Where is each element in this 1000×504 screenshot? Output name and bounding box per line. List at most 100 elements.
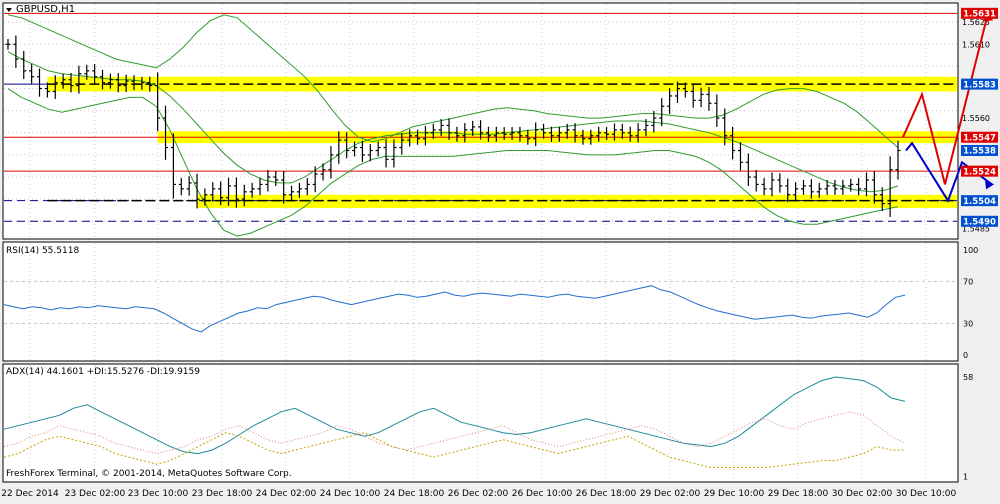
ohlc-bar (690, 84, 696, 108)
ohlc-bar (375, 141, 381, 157)
adx-title: ADX(14) 44.1601 +DI:15.5276 -DI:19.9159 (6, 367, 200, 377)
ohlc-bar (730, 126, 736, 160)
x-tick-label: 23 Dec 02:00 (65, 489, 126, 499)
ohlc-bar (92, 64, 98, 84)
ohlc-bar (714, 94, 720, 127)
x-tick-label: 24 Dec 10:00 (320, 489, 381, 499)
x-tick-label: 29 Dec 02:00 (640, 489, 701, 499)
rsi-panel (2, 241, 959, 362)
ohlc-bar (139, 76, 145, 90)
ohlc-bar (501, 127, 507, 140)
price-tag (961, 7, 998, 19)
x-tick-label: 30 Dec 10:00 (896, 489, 957, 499)
y-tick-label: 1.5625 (962, 18, 990, 27)
ohlc-bar (572, 123, 578, 143)
ohlc-bar (533, 122, 539, 147)
x-tick-label: 24 Dec 02:00 (256, 489, 317, 499)
ohlc-bar (462, 123, 468, 143)
ohlc-bar (840, 179, 846, 195)
ohlc-bar (194, 173, 200, 209)
ohlc-bar (415, 129, 421, 145)
ohlc-bar (580, 129, 586, 145)
ohlc-bar (525, 129, 531, 145)
ohlc-bar (265, 169, 271, 192)
price-tag-label: 1.5631 (963, 10, 996, 20)
x-tick-label: 23 Dec 18:00 (192, 489, 253, 499)
ohlc-bar (233, 177, 239, 208)
ohlc-bar (619, 123, 625, 139)
di-minus-line (3, 411, 906, 455)
adx-tick-label: 58 (963, 373, 973, 382)
ohlc-bar (611, 123, 617, 141)
ohlc-bar (60, 73, 66, 89)
ohlc-bar (478, 120, 484, 140)
ohlc-bar (509, 127, 515, 140)
ohlc-bar (517, 126, 523, 142)
rsi-title: RSI(14) 55.5118 (6, 246, 80, 256)
x-tick-label: 23 Dec 10:00 (128, 489, 189, 499)
x-tick-label: 26 Dec 18:00 (576, 489, 637, 499)
ohlc-bar (635, 123, 641, 143)
ohlc-bar (856, 178, 862, 196)
ohlc-bar (422, 126, 428, 146)
ohlc-bar (706, 87, 712, 111)
ohlc-bar (218, 181, 224, 206)
adx-line (3, 376, 906, 455)
ohlc-bar (241, 184, 247, 207)
price-tag (961, 145, 998, 156)
ohlc-bar (52, 75, 58, 99)
ohlc-bar (446, 118, 452, 140)
x-tick-label: 26 Dec 02:00 (448, 489, 509, 499)
ohlc-bar (249, 182, 255, 198)
ohlc-bar (793, 182, 799, 202)
ohlc-bar (289, 185, 295, 201)
ohlc-bar (871, 171, 877, 204)
ohlc-bar (5, 38, 11, 50)
ohlc-bar (29, 64, 35, 84)
ohlc-bar (100, 70, 106, 90)
ohlc-bar (454, 126, 460, 142)
ohlc-bar (407, 129, 413, 147)
ohlc-bar (753, 169, 759, 192)
price-tag-label: 1.5504 (963, 197, 996, 207)
ohlc-bar (438, 119, 444, 137)
ohlc-bar (800, 179, 806, 195)
price-tag-label: 1.5538 (963, 147, 996, 157)
ohlc-bar (769, 172, 775, 197)
ohlc-bar (564, 123, 570, 139)
ohlc-bar (44, 82, 50, 98)
ohlc-bar (359, 140, 365, 163)
ohlc-bar (667, 88, 673, 115)
ohlc-bar (848, 178, 854, 192)
ohlc-bar (312, 166, 318, 193)
rsi-tick-label: 100 (963, 246, 978, 255)
ohlc-bar (399, 133, 405, 155)
price-tag-label: 1.5583 (963, 80, 996, 90)
ohlc-bar (37, 68, 43, 97)
ohlc-bar (651, 110, 657, 133)
price-tag (961, 78, 998, 90)
ohlc-bar (832, 179, 838, 195)
ohlc-bar (68, 72, 74, 93)
x-tick-label: 24 Dec 18:00 (384, 489, 445, 499)
ohlc-bar (123, 74, 129, 92)
ohlc-bar (761, 178, 767, 196)
ohlc-bar (722, 108, 728, 146)
ohlc-bar (344, 132, 350, 159)
ohlc-bar (226, 177, 232, 206)
ohlc-bar (155, 72, 161, 132)
ohlc-bar (470, 120, 476, 136)
y-tick-label: 1.5610 (962, 40, 990, 49)
ohlc-bar (163, 105, 169, 160)
ohlc-bar (895, 140, 901, 180)
price-tag (961, 165, 998, 177)
ohlc-bar (485, 126, 491, 142)
ohlc-bar (493, 126, 499, 142)
ohlc-bar (296, 182, 302, 198)
ohlc-bar (320, 163, 326, 181)
ohlc-bar (352, 141, 358, 157)
ohlc-bar (627, 126, 633, 142)
ohlc-bar (887, 156, 893, 218)
